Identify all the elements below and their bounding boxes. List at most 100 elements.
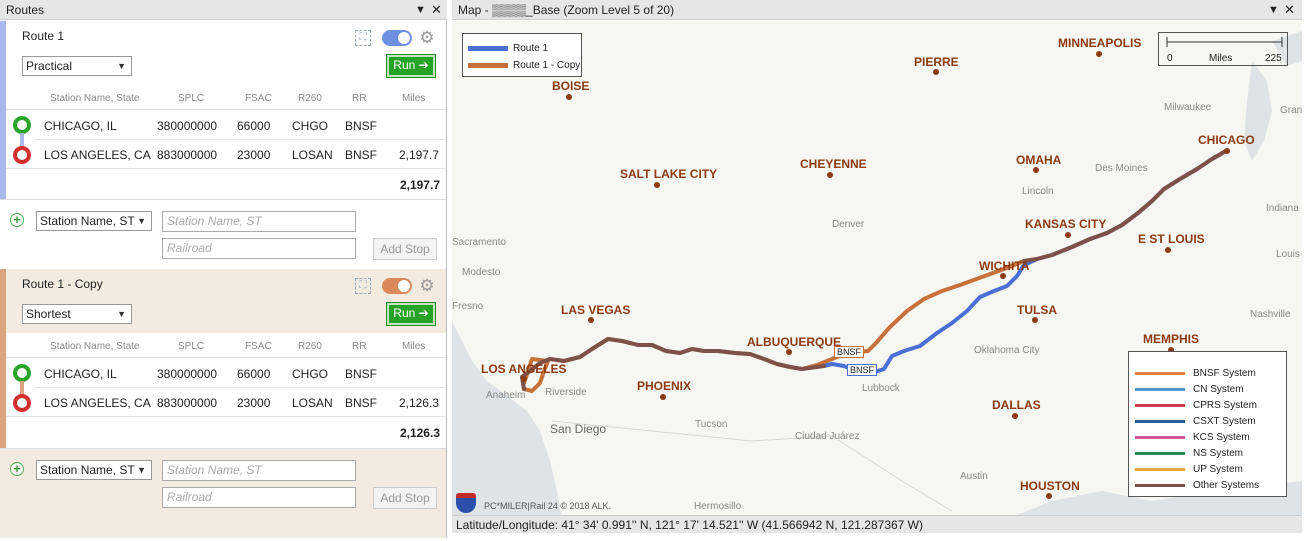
city-anaheim: Anaheim bbox=[486, 390, 526, 401]
divider bbox=[6, 357, 446, 358]
destination-stop-icon[interactable] bbox=[13, 394, 31, 412]
city-denver: Denver bbox=[832, 219, 865, 230]
origin-stop-icon[interactable] bbox=[13, 116, 31, 134]
city-chicago: CHICAGO bbox=[1198, 133, 1255, 147]
zoom-to-route-1-icon[interactable]: ⛶ bbox=[355, 30, 371, 46]
city-marker bbox=[1224, 148, 1230, 154]
rail-system-legend: BNSF System CN System CPRS System CSXT S… bbox=[1128, 351, 1287, 497]
map-pane-title-text: Map - ▒▒▒▒_Base (Zoom Level 5 of 20) bbox=[458, 3, 675, 17]
route-2-add-stop-area: + Station Name, ST ▼ Station Name, ST Ra… bbox=[0, 448, 446, 538]
route-1-name: Route 1 bbox=[22, 29, 65, 43]
map-pane-pin-icon[interactable]: ▼ bbox=[1268, 4, 1279, 16]
stop-2-r260: LOSAN bbox=[292, 148, 333, 162]
divider bbox=[36, 139, 446, 140]
route-2-railroad-input[interactable]: Railroad bbox=[162, 487, 356, 508]
chevron-down-icon: ▼ bbox=[117, 309, 126, 319]
ocean-shape bbox=[452, 321, 562, 517]
route-1-type-value: Practical bbox=[26, 59, 73, 73]
route-1-station-input[interactable]: Station Name, ST bbox=[162, 211, 356, 232]
stop-2-station[interactable]: LOS ANGELES, CA bbox=[44, 148, 151, 162]
add-stop-plus-icon[interactable]: + bbox=[10, 462, 24, 476]
city-marker bbox=[1165, 247, 1171, 253]
city-nashville: Nashville bbox=[1250, 309, 1291, 320]
city-sacramento: Sacramento bbox=[452, 237, 506, 248]
route-legend: Route 1 Route 1 - Copy bbox=[462, 33, 582, 77]
route-1-add-stop-type-select[interactable]: Station Name, ST ▼ bbox=[36, 211, 152, 231]
stop-1-rr: BNSF bbox=[345, 367, 378, 381]
map-pane-close-icon[interactable]: ✕ bbox=[1284, 2, 1295, 17]
route-2-visibility-toggle[interactable] bbox=[382, 278, 412, 294]
city-austin: Austin bbox=[960, 471, 988, 482]
chevron-down-icon: ▼ bbox=[137, 216, 146, 226]
col-header-rr: RR bbox=[352, 93, 367, 104]
route-2-station-input[interactable]: Station Name, ST bbox=[162, 460, 356, 481]
route-1-toggle-knob bbox=[398, 32, 410, 44]
up-legend-label: UP System bbox=[1193, 464, 1243, 475]
route-1-legend-label: Route 1 bbox=[513, 43, 549, 54]
route-1-railroad-input[interactable]: Railroad bbox=[162, 238, 356, 259]
stop-2-splc: 883000000 bbox=[157, 148, 218, 162]
route-2-settings-gear-icon[interactable]: ⚙ bbox=[419, 276, 435, 295]
stop-2-r260: LOSAN bbox=[292, 396, 333, 410]
route-1-add-stop-type-value: Station Name, ST bbox=[40, 214, 135, 228]
route-card-2: Route 1 - Copy ⛶ ⚙ Shortest ▼ Run ➔ Stat… bbox=[0, 269, 446, 448]
col-header-miles: Miles bbox=[402, 341, 426, 352]
route-1-type-select[interactable]: Practical ▼ bbox=[22, 56, 132, 76]
add-stop-plus-icon[interactable]: + bbox=[10, 213, 24, 227]
zoom-to-route-2-icon[interactable]: ⛶ bbox=[355, 278, 371, 294]
city-marker bbox=[1096, 51, 1102, 57]
routes-pane-pin-icon[interactable]: ▼ bbox=[415, 4, 426, 16]
stop-1-station[interactable]: CHICAGO, IL bbox=[44, 367, 117, 381]
cprs-legend-label: CPRS System bbox=[1193, 400, 1257, 411]
city-fresno: Fresno bbox=[452, 301, 484, 312]
scale-box: 0 Miles 225 bbox=[1158, 32, 1288, 66]
route-2-type-select[interactable]: Shortest ▼ bbox=[22, 304, 132, 324]
city-marker bbox=[827, 172, 833, 178]
city-grand: Gran bbox=[1280, 105, 1302, 116]
route-1-settings-gear-icon[interactable]: ⚙ bbox=[419, 28, 435, 47]
origin-stop-icon[interactable] bbox=[13, 364, 31, 382]
stop-2-miles: 2,126.3 bbox=[398, 396, 439, 410]
routes-pane: Route 1 ⛶ ⚙ Practical ▼ Run ➔ Station Na… bbox=[0, 21, 447, 538]
route-2-run-button[interactable]: Run ➔ bbox=[386, 302, 436, 326]
city-las-vegas: LAS VEGAS bbox=[561, 303, 631, 317]
city-boise: BOISE bbox=[552, 79, 590, 93]
stop-1-fsac: 66000 bbox=[237, 367, 271, 381]
routes-pane-title: Routes ▼ ✕ bbox=[0, 0, 447, 20]
city-marker bbox=[786, 349, 792, 355]
route-2-add-stop-button[interactable]: Add Stop bbox=[373, 487, 437, 509]
divider bbox=[36, 387, 446, 388]
city-marker bbox=[1000, 273, 1006, 279]
col-header-station: Station Name, State bbox=[50, 341, 140, 352]
routes-pane-title-text: Routes bbox=[6, 3, 45, 17]
csxt-legend-swatch bbox=[1135, 420, 1185, 423]
city-oklahoma-city: Oklahoma City bbox=[974, 345, 1040, 356]
kcs-legend-swatch bbox=[1135, 436, 1185, 439]
city-houston: HOUSTON bbox=[1020, 479, 1080, 493]
route-2-legend-label: Route 1 - Copy bbox=[513, 60, 581, 71]
stop-1-station[interactable]: CHICAGO, IL bbox=[44, 119, 117, 133]
destination-stop-icon[interactable] bbox=[13, 146, 31, 164]
route-2-add-stop-type-select[interactable]: Station Name, ST ▼ bbox=[36, 460, 152, 480]
up-legend-swatch bbox=[1135, 468, 1185, 471]
city-dallas: DALLAS bbox=[992, 398, 1041, 412]
city-marker bbox=[521, 376, 527, 382]
scale-end: 225 bbox=[1265, 53, 1282, 64]
col-header-r260: R260 bbox=[298, 93, 322, 104]
chevron-down-icon: ▼ bbox=[117, 61, 126, 71]
bnsf-legend-swatch bbox=[1135, 372, 1185, 375]
city-omaha: OMAHA bbox=[1016, 153, 1062, 167]
cprs-legend-swatch bbox=[1135, 404, 1185, 407]
routes-pane-close-icon[interactable]: ✕ bbox=[431, 2, 442, 17]
stop-1-r260: CHGO bbox=[292, 119, 328, 133]
map-canvas[interactable]: Route 1 Route 1 - Copy 0 Miles 225 MINNE… bbox=[452, 21, 1302, 517]
route-1-run-button[interactable]: Run ➔ bbox=[386, 54, 436, 78]
route-1-visibility-toggle[interactable] bbox=[382, 30, 412, 46]
city-ciudad-juarez: Ciudad Juárez bbox=[795, 431, 860, 442]
route-1-add-stop-button[interactable]: Add Stop bbox=[373, 238, 437, 260]
stop-2-station[interactable]: LOS ANGELES, CA bbox=[44, 396, 151, 410]
stop-2-fsac: 23000 bbox=[237, 396, 271, 410]
city-tulsa: TULSA bbox=[1017, 303, 1057, 317]
city-marker bbox=[933, 69, 939, 75]
city-marker bbox=[660, 394, 666, 400]
